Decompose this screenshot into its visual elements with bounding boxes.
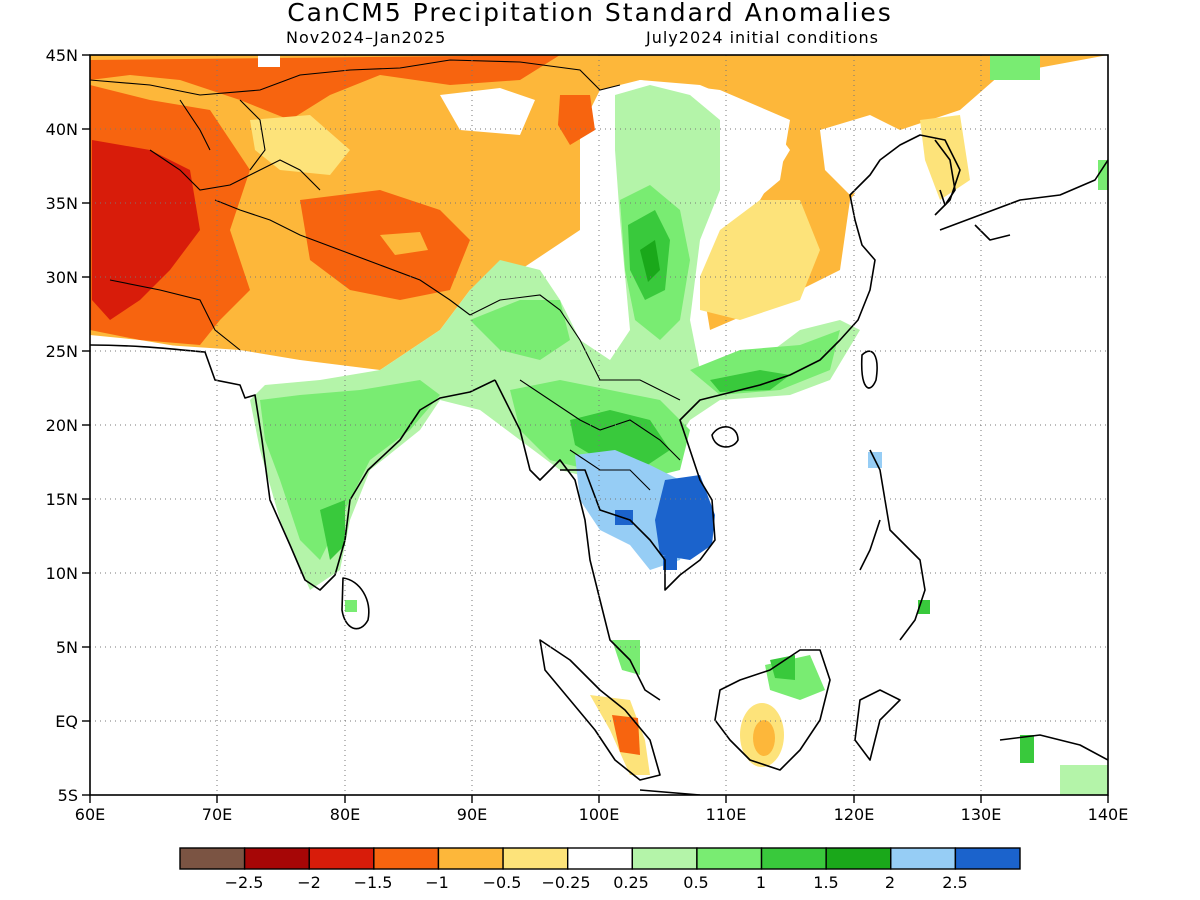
colorbar-swatch [437, 847, 504, 870]
colorbar-label: −2.5 [225, 873, 264, 892]
colorbar-swatch [696, 847, 763, 870]
colorbar-swatch [566, 847, 634, 870]
very-strong-wet-region [655, 475, 715, 560]
hainan-coastline [711, 426, 739, 448]
lon-tick-label: 130E [961, 805, 1002, 824]
lon-tick-label: 120E [834, 805, 875, 824]
colorbar-label: 0.25 [613, 873, 649, 892]
tick-marks [82, 54, 1109, 803]
colorbar-swatch [954, 847, 1021, 870]
colorbar-label: 2 [885, 873, 895, 892]
colorbar-swatch [243, 847, 310, 870]
coastlines [90, 134, 1108, 795]
wet-anomaly-region [320, 500, 345, 560]
lat-tick-label: 5N [56, 638, 78, 657]
lat-tick-label: 15N [46, 490, 78, 509]
colorbar-labels: −2.5 −2 −1.5 −1 −0.5 −0.25 0.25 0.5 1 1.… [225, 873, 968, 892]
longitude-labels: 60E 70E 80E 90E 100E 110E 120E 130E 140E [75, 805, 1129, 824]
dry-anomaly-region [753, 720, 775, 756]
lat-tick-label: 5S [58, 786, 78, 805]
philippines-coastline [859, 449, 926, 641]
colorbar-swatch [890, 847, 957, 870]
initial-conditions: July2024 initial conditions [646, 28, 879, 47]
colorbar-label: −1 [425, 873, 449, 892]
lat-tick-label: 35N [46, 194, 78, 213]
lon-tick-label: 140E [1088, 805, 1129, 824]
colorbar-swatch [631, 847, 698, 870]
lat-tick-label: 10N [46, 564, 78, 583]
dry-anomaly-region [612, 715, 640, 755]
colorbar-label: −1.5 [354, 873, 393, 892]
gridlines [90, 55, 1108, 795]
wet-anomaly-region [640, 240, 660, 282]
lat-tick-label: EQ [55, 712, 78, 731]
korea-peninsula [934, 139, 956, 206]
wet-anomaly-region [1060, 765, 1108, 795]
wet-anomaly-region [770, 655, 795, 680]
colorbar-swatch [373, 847, 440, 870]
national-borders [90, 59, 681, 491]
map-title: CanCM5 Precipitation Standard Anomalies [287, 0, 893, 27]
forecast-period: Nov2024–Jan2025 [286, 28, 447, 47]
neutral-region [440, 88, 535, 135]
colorbar-swatch [825, 847, 892, 870]
lon-tick-label: 90E [457, 805, 487, 824]
wet-anomaly-region [470, 300, 570, 360]
dry-anomaly-region [92, 140, 200, 320]
borneo-coastline [714, 649, 831, 771]
japan-coastline [939, 159, 1108, 241]
china-coastline [719, 134, 961, 396]
colorbar-label: 0.5 [683, 873, 708, 892]
lon-tick-label: 70E [202, 805, 232, 824]
lon-tick-label: 100E [579, 805, 620, 824]
lon-tick-label: 60E [75, 805, 105, 824]
weak-dry-region [250, 115, 350, 175]
colorbar-label: −2 [297, 873, 321, 892]
lat-tick-label: 30N [46, 268, 78, 287]
sumatra-coastline [539, 639, 661, 781]
colorbar-swatch [760, 847, 827, 870]
colorbar-label: −0.25 [541, 873, 590, 892]
sri-lanka-coastline [341, 577, 370, 630]
lat-tick-label: 40N [46, 120, 78, 139]
neutral-region [90, 340, 245, 385]
dry-anomaly-region [558, 95, 595, 145]
dry-anomaly-region [90, 55, 560, 120]
wet-anomaly-region [710, 370, 790, 392]
colorbar-label: 1.5 [813, 873, 838, 892]
colorbar-swatch [179, 847, 246, 870]
lat-tick-label: 25N [46, 342, 78, 361]
colorbar-swatch [308, 847, 375, 870]
weak-dry-region [920, 115, 970, 200]
indochina-coastline [494, 379, 721, 701]
sulawesi-coastline [854, 689, 901, 761]
colorbar-label: 2.5 [942, 873, 967, 892]
colorbar-label: 1 [756, 873, 766, 892]
lat-tick-label: 20N [46, 416, 78, 435]
colorbar [179, 847, 1021, 870]
dry-anomaly-region [300, 190, 470, 300]
lon-tick-label: 80E [330, 805, 360, 824]
latitude-labels: 45N 40N 35N 30N 25N 20N 15N 10N 5N EQ 5S [46, 46, 78, 805]
colorbar-swatch [502, 847, 569, 870]
neutral-region [820, 115, 900, 195]
java-coastline [639, 789, 701, 795]
dry-anomaly-region [380, 232, 428, 255]
taiwan-coastline [860, 350, 878, 389]
weak-dry-region [700, 200, 820, 320]
india-coastline [90, 344, 496, 591]
lat-tick-label: 45N [46, 46, 78, 65]
new-guinea-coastline [999, 734, 1108, 761]
colorbar-label: −0.5 [483, 873, 522, 892]
lon-tick-label: 110E [706, 805, 747, 824]
